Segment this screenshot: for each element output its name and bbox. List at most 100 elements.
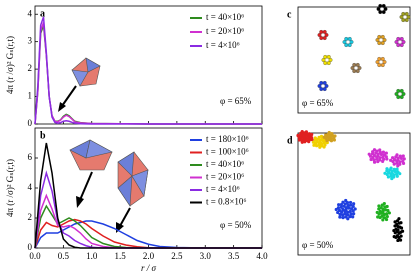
particle (376, 215, 380, 219)
particle (385, 214, 389, 219)
particle (317, 33, 322, 37)
particle (344, 198, 348, 203)
particle (378, 156, 382, 160)
particle (355, 63, 360, 67)
particle (357, 66, 362, 70)
particle (347, 206, 351, 210)
particle (393, 220, 397, 224)
y-axis-label: 4π (r /σ)² Gₛ(r,t) (5, 159, 15, 217)
particle (347, 37, 352, 41)
particle (396, 43, 401, 47)
particle (380, 41, 385, 45)
particle (352, 69, 357, 73)
particle (346, 217, 350, 221)
particle (377, 41, 382, 45)
particle (317, 135, 321, 140)
particle (399, 37, 404, 41)
polyhedron-b2 (117, 151, 149, 207)
particle (315, 144, 319, 148)
particle (399, 89, 404, 93)
particle (342, 40, 347, 44)
particle (338, 212, 342, 216)
particle (376, 159, 380, 164)
particle (326, 61, 331, 65)
particle (333, 134, 337, 138)
particle (377, 57, 382, 61)
particle (377, 35, 382, 39)
particle (375, 149, 379, 153)
particle (387, 211, 391, 215)
particle (348, 215, 352, 219)
particle (392, 173, 396, 177)
particle (307, 139, 311, 144)
particle (341, 216, 345, 220)
particle (382, 60, 387, 64)
arrow (61, 85, 77, 107)
particle (381, 218, 385, 222)
particle (338, 215, 342, 219)
series-line (34, 142, 262, 249)
particle (349, 40, 354, 44)
particle (367, 152, 371, 156)
particle (382, 201, 386, 206)
particle (396, 164, 400, 168)
particle (395, 161, 399, 165)
particle (322, 36, 327, 40)
particle (378, 4, 383, 8)
particle (391, 159, 395, 164)
arrow (79, 171, 93, 201)
particle (397, 217, 401, 221)
particle (380, 63, 385, 67)
particle (297, 138, 302, 142)
particle (375, 157, 379, 161)
particle (390, 176, 394, 181)
particle (339, 203, 343, 207)
particle (351, 215, 355, 219)
legend-label: t = 4×10⁶ (206, 184, 240, 194)
panel-c-frame (297, 6, 411, 114)
legend-label: t = 40×10⁶ (206, 159, 244, 169)
particle (371, 155, 375, 160)
arrow-head (76, 196, 84, 208)
particle (399, 221, 403, 225)
plot-frame (34, 5, 263, 125)
particle (395, 153, 399, 157)
particle (355, 69, 360, 73)
particle (344, 37, 349, 41)
particle (406, 15, 411, 19)
panel-label: b (40, 130, 46, 141)
panel-label: c (287, 9, 292, 20)
particle (384, 151, 388, 155)
particle (324, 33, 329, 37)
x-axis-label: r / σ (141, 263, 157, 273)
panel-annotation: φ = 50% (302, 240, 334, 250)
particle (385, 212, 389, 216)
particle (318, 145, 322, 149)
particle (325, 139, 329, 143)
particle (383, 171, 387, 175)
particle (304, 130, 308, 134)
particle (395, 167, 399, 171)
particle (347, 43, 352, 47)
particle (336, 210, 340, 215)
particle (389, 174, 393, 178)
particle (323, 55, 328, 59)
legend-label: t = 180×10⁶ (206, 134, 249, 144)
particle (324, 84, 329, 88)
particle (392, 162, 396, 166)
particle (391, 156, 395, 160)
particle (377, 204, 381, 208)
particle (312, 143, 316, 147)
particle (401, 92, 406, 96)
particle (396, 89, 401, 93)
particle (348, 209, 352, 214)
particle (381, 4, 386, 8)
series-line (34, 220, 262, 249)
particle (352, 202, 356, 206)
particle (313, 136, 317, 140)
particle (375, 60, 380, 64)
x-tick-label: 3.0 (200, 251, 212, 261)
particle (330, 132, 334, 136)
panel-d-frame (297, 132, 411, 256)
particle (351, 204, 355, 209)
